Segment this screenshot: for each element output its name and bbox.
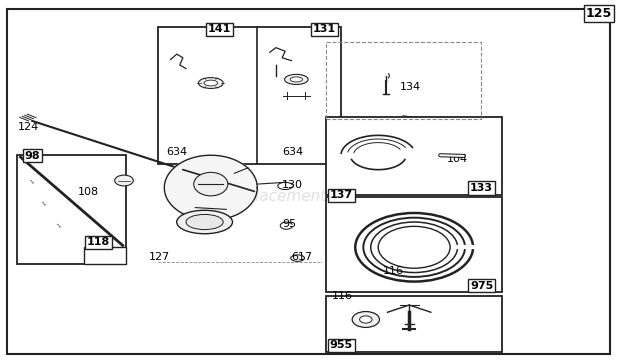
Text: 137: 137 bbox=[330, 190, 353, 200]
Text: 104: 104 bbox=[446, 154, 467, 164]
Text: eReplacementParts.com: eReplacementParts.com bbox=[216, 189, 404, 204]
Text: 116: 116 bbox=[332, 291, 353, 301]
Text: 108: 108 bbox=[78, 187, 99, 197]
Text: 634: 634 bbox=[282, 147, 303, 157]
Text: ~: ~ bbox=[24, 177, 35, 188]
Text: 955: 955 bbox=[330, 340, 353, 350]
Text: 95: 95 bbox=[282, 219, 296, 229]
Text: 134: 134 bbox=[400, 82, 421, 92]
Text: 127: 127 bbox=[149, 252, 170, 262]
Polygon shape bbox=[164, 155, 257, 220]
Text: 133: 133 bbox=[470, 183, 493, 193]
Text: 617: 617 bbox=[291, 252, 312, 262]
Text: 98: 98 bbox=[25, 151, 40, 161]
Ellipse shape bbox=[177, 210, 232, 234]
Bar bbox=[326, 296, 502, 352]
Text: 125: 125 bbox=[586, 7, 612, 20]
Circle shape bbox=[360, 316, 372, 323]
Bar bbox=[17, 155, 126, 264]
Ellipse shape bbox=[186, 214, 223, 230]
Text: 634: 634 bbox=[166, 147, 187, 157]
Circle shape bbox=[115, 175, 133, 186]
Bar bbox=[326, 117, 502, 195]
Text: 118: 118 bbox=[87, 237, 110, 247]
Bar bbox=[158, 27, 341, 164]
Text: 975: 975 bbox=[470, 280, 494, 291]
Bar bbox=[84, 247, 126, 264]
Ellipse shape bbox=[193, 173, 228, 196]
Text: ~: ~ bbox=[51, 220, 63, 231]
Ellipse shape bbox=[204, 80, 218, 86]
Ellipse shape bbox=[290, 77, 303, 82]
Text: 116: 116 bbox=[383, 266, 404, 276]
Text: 124: 124 bbox=[17, 122, 38, 132]
Bar bbox=[326, 197, 502, 292]
Bar bbox=[326, 42, 480, 119]
Ellipse shape bbox=[198, 78, 223, 88]
Text: 130: 130 bbox=[282, 179, 303, 190]
Text: 141: 141 bbox=[208, 24, 231, 34]
Text: 131: 131 bbox=[313, 24, 336, 34]
Ellipse shape bbox=[285, 74, 308, 84]
Circle shape bbox=[352, 312, 379, 327]
Text: ~: ~ bbox=[37, 198, 48, 210]
